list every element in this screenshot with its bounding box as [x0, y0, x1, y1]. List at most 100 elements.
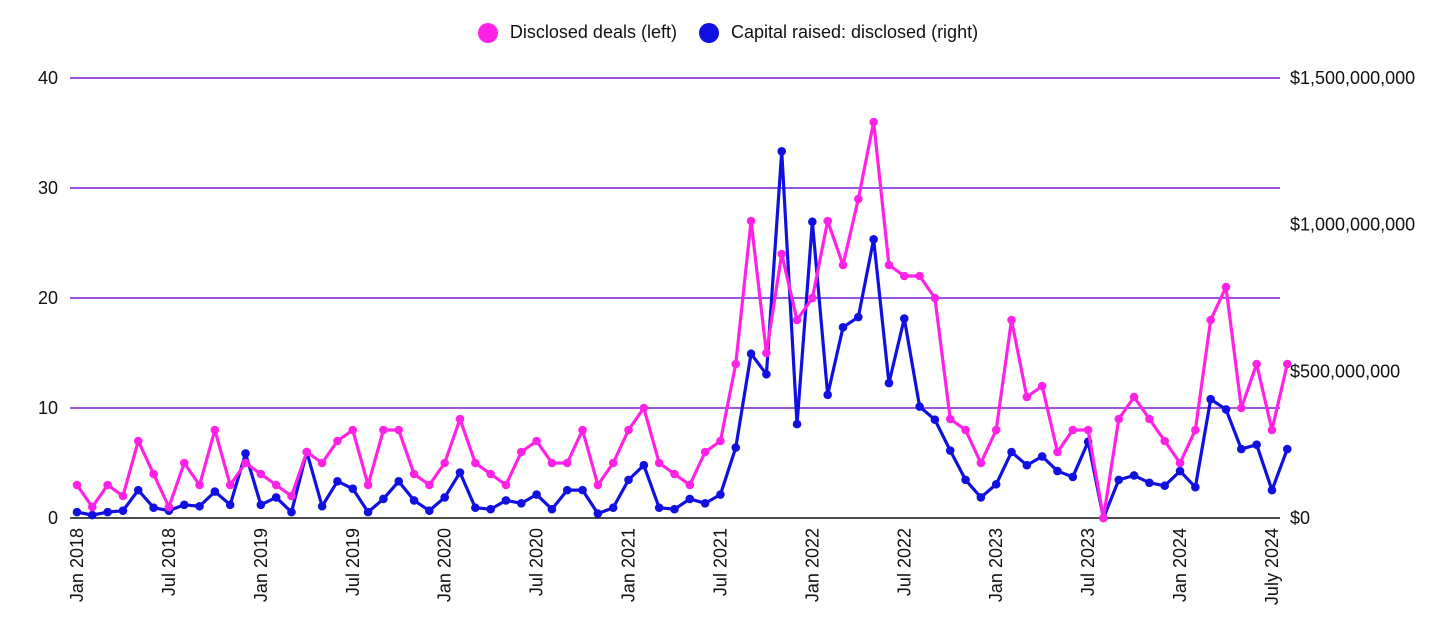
x-tick-label: Jul 2021 [710, 528, 730, 596]
deals-point [210, 425, 220, 435]
deals-point [854, 194, 863, 204]
deals-point [409, 469, 419, 479]
deals-point [1282, 359, 1292, 369]
x-tick-label: Jan 2023 [986, 528, 1006, 602]
deals-point [1083, 425, 1093, 435]
left-axis-ticks: 0 10 20 30 40 [38, 68, 58, 528]
deals-point [639, 403, 649, 413]
capital-point [1267, 485, 1277, 495]
capital-point [1282, 444, 1292, 454]
deals-point [103, 480, 112, 490]
capital-point [1252, 440, 1261, 449]
capital-point [118, 506, 128, 515]
deals-point [455, 414, 465, 424]
deals-point [608, 458, 618, 468]
deals-point [363, 480, 373, 490]
deals-point [838, 260, 848, 270]
deals-point [440, 458, 449, 468]
capital-point [1206, 394, 1215, 404]
deals-point [302, 447, 312, 457]
x-tick-label: Jan 2021 [619, 528, 639, 602]
capital-point [287, 507, 296, 517]
deals-point [869, 117, 878, 127]
deals-point [762, 348, 771, 358]
capital-point [179, 500, 189, 510]
deals-point [915, 271, 924, 281]
deals-point [961, 425, 970, 435]
deals-point [1114, 414, 1124, 424]
deals-point [1252, 359, 1261, 369]
deals-point [425, 480, 434, 490]
deals-point [501, 480, 511, 490]
deals-point [746, 216, 756, 226]
deals-point [1237, 403, 1246, 413]
deals-point [578, 425, 587, 435]
capital-point [808, 217, 817, 227]
deals-point [256, 469, 266, 479]
capital-point [225, 500, 235, 510]
legend-item-capital[interactable]: Capital raised: disclosed (right) [698, 22, 978, 43]
capital-point [486, 504, 495, 514]
deals-point [1129, 392, 1139, 402]
capital-point [961, 475, 970, 485]
capital-point [869, 235, 878, 244]
x-tick-label: Jul 2022 [894, 528, 914, 596]
capital-point [455, 468, 465, 477]
x-tick-label: Jan 2024 [1170, 528, 1190, 602]
capital-point [1160, 481, 1170, 491]
capital-point [1022, 460, 1032, 470]
capital-point [762, 369, 771, 379]
legend-item-deals[interactable]: Disclosed deals (left) [477, 22, 677, 43]
deals-point [884, 260, 894, 270]
deals-point [1068, 425, 1078, 435]
capital-point [823, 390, 832, 400]
capital-point [1037, 452, 1047, 461]
deals-point [1221, 282, 1231, 292]
deals-point [976, 458, 986, 468]
capital-point [1221, 405, 1231, 414]
deals-point [149, 469, 158, 479]
capital-point [271, 493, 281, 502]
capital-point [792, 419, 802, 429]
series-deals [72, 117, 1292, 523]
deals-point [700, 447, 710, 457]
deals-point [930, 293, 940, 303]
deals-point [379, 425, 388, 435]
deals-point [118, 491, 128, 501]
capital-point [501, 496, 511, 505]
capital-point [547, 504, 557, 514]
capital-point [976, 493, 986, 502]
legend-label-deals: Disclosed deals (left) [509, 22, 677, 42]
right-tick-label: $0 [1290, 508, 1310, 528]
deals-point [471, 458, 480, 468]
capital-point [562, 485, 572, 495]
deals-line [75, 120, 1289, 520]
deals-point [1267, 425, 1277, 435]
deals-point [731, 359, 741, 369]
deals-point [670, 469, 679, 479]
deals-point [1191, 425, 1200, 435]
deals-point [88, 502, 97, 512]
chart-legend: Disclosed deals (left) Capital raised: d… [0, 22, 1456, 43]
deals-point [654, 458, 664, 468]
capital-point [195, 501, 204, 511]
capital-point [1191, 482, 1200, 492]
left-tick-label: 0 [48, 508, 58, 528]
left-tick-label: 40 [38, 68, 58, 88]
deals-point [287, 491, 296, 501]
deals-point [562, 458, 572, 468]
deals-point [685, 480, 695, 490]
capital-point [700, 499, 710, 508]
deals-point [1099, 513, 1108, 523]
right-tick-label: $500,000,000 [1290, 361, 1400, 381]
capital-point [210, 487, 220, 496]
deals-point [486, 469, 495, 479]
capital-point [593, 509, 603, 518]
deals-point [348, 425, 358, 435]
deals-point [777, 249, 787, 259]
capital-point [348, 484, 358, 493]
capital-point [884, 378, 894, 388]
deals-point [133, 436, 143, 446]
deals-point [1206, 315, 1215, 325]
capital-point [1068, 472, 1078, 482]
